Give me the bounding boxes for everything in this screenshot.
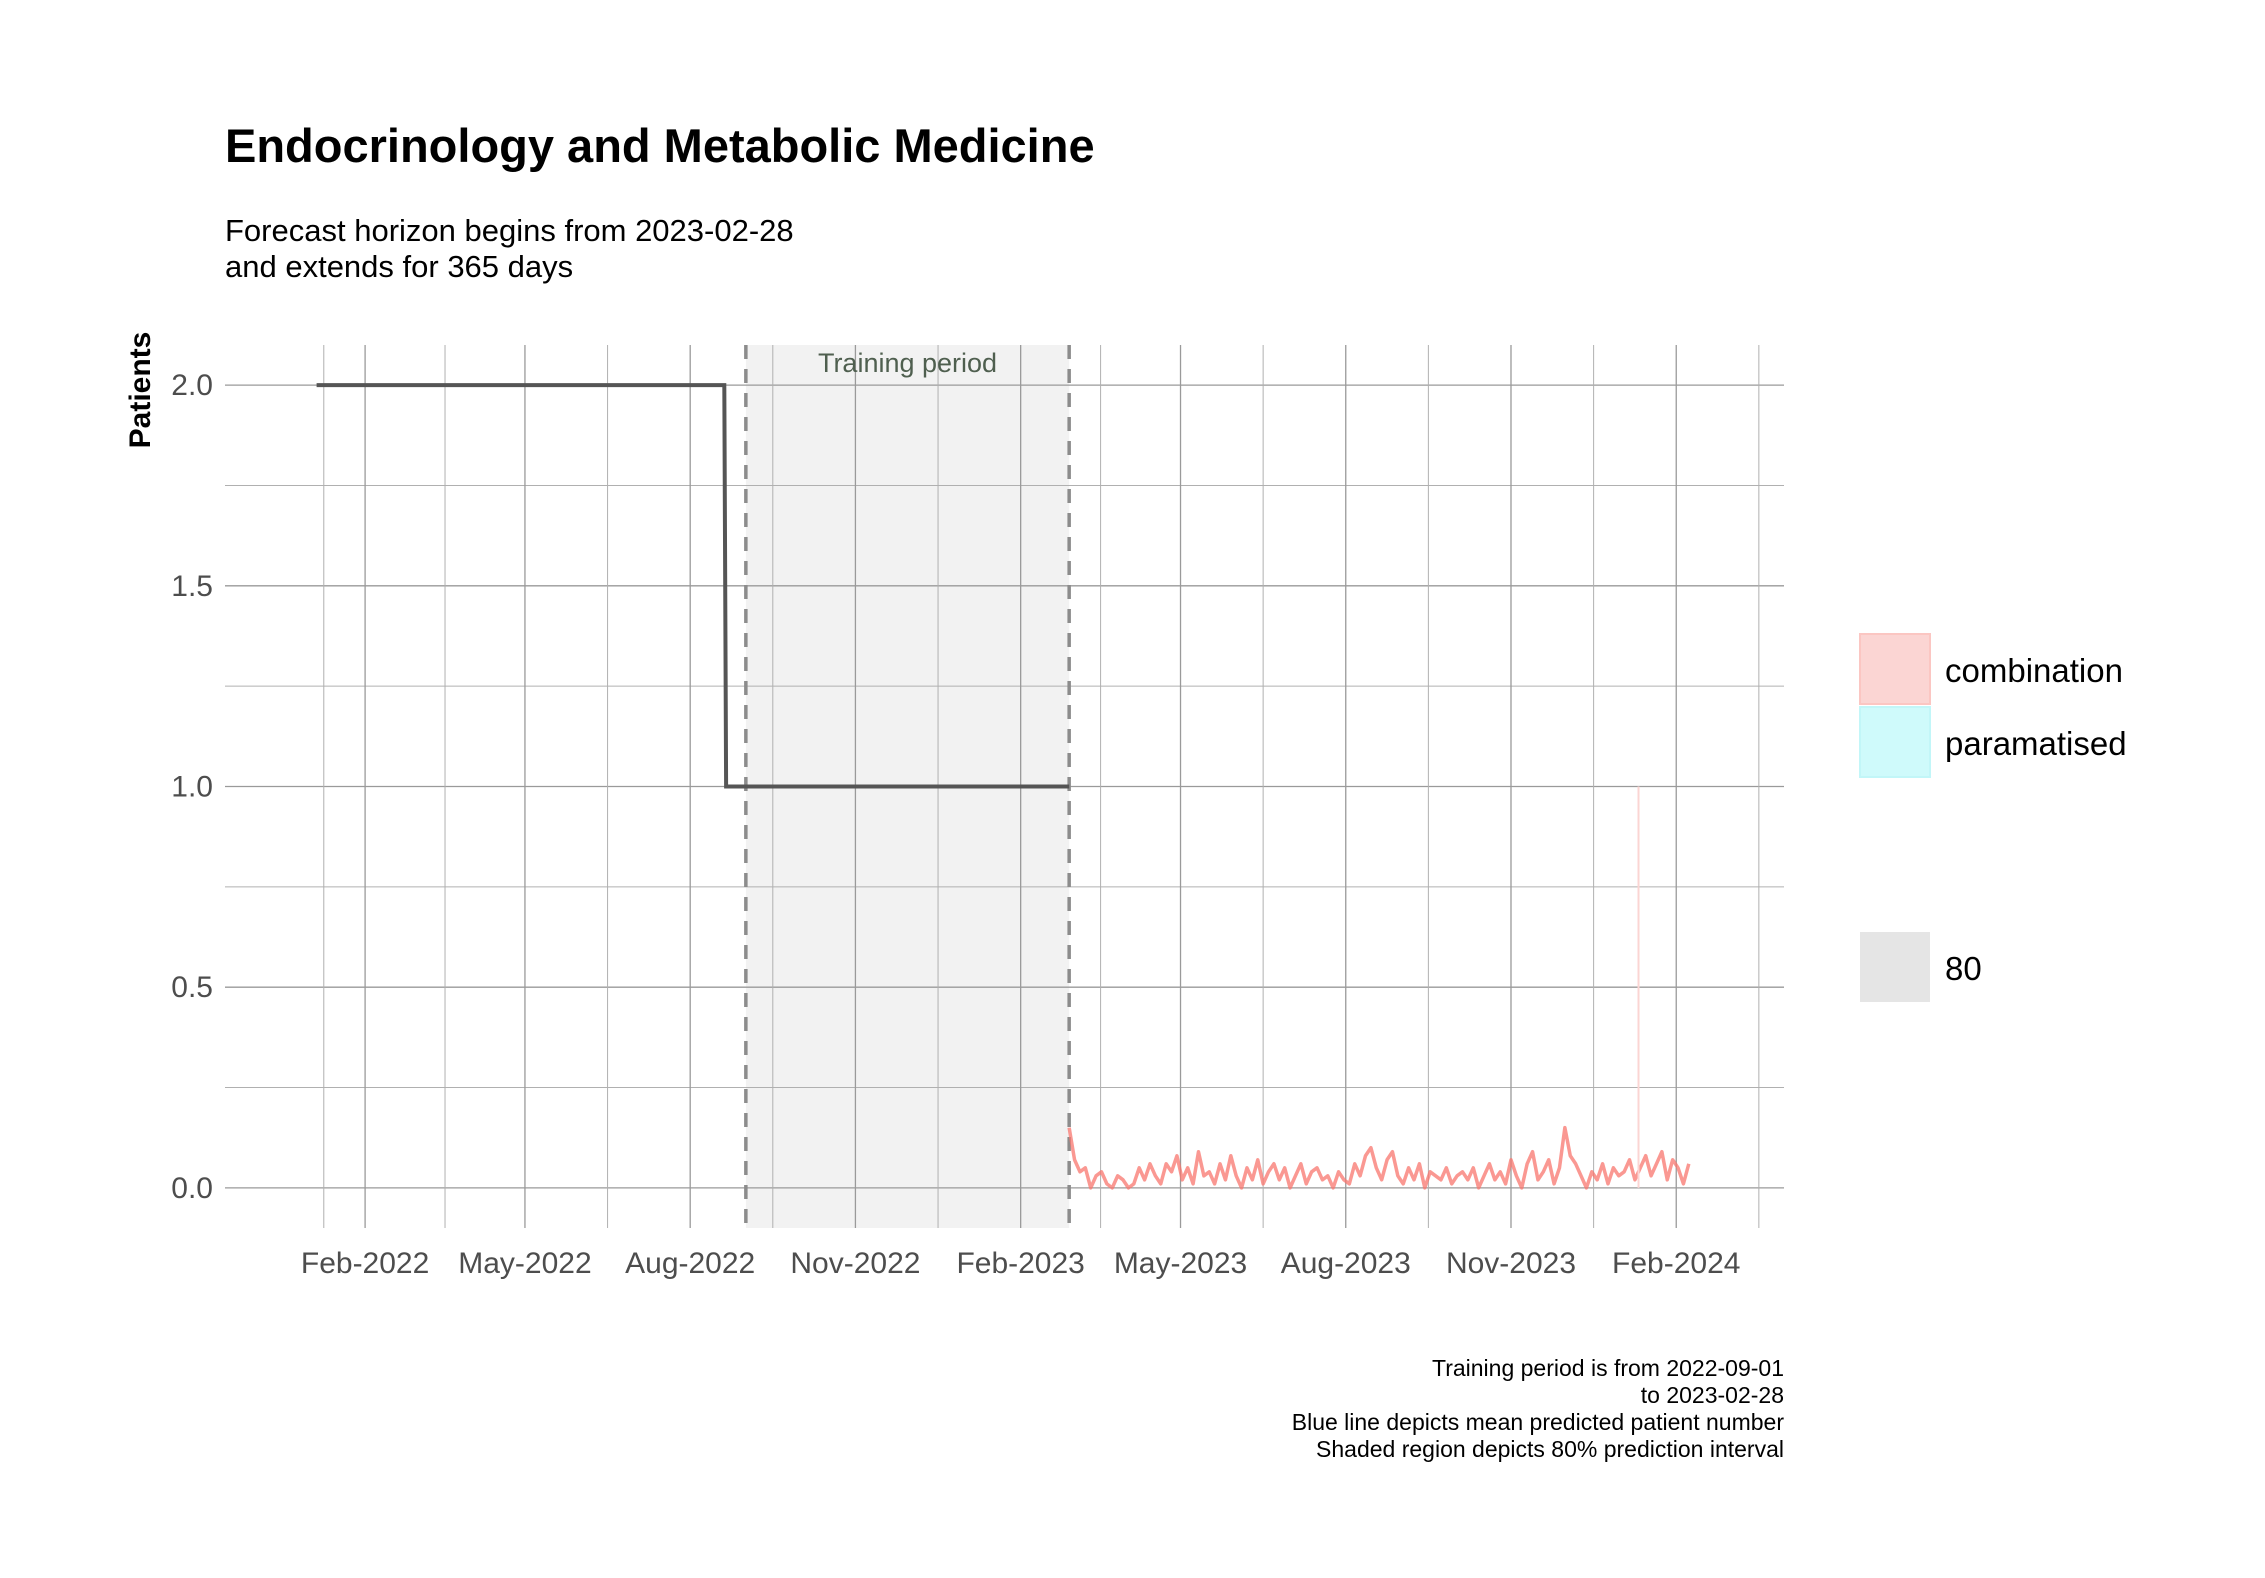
y-tick-label: 0.0 [171,1172,213,1205]
caption-line-3: Blue line depicts mean predicted patient… [1292,1409,1785,1435]
training-period-label: Training period [818,348,997,378]
y-tick-label: 1.5 [171,570,213,603]
legend-swatch-paramatised [1859,706,1931,778]
y-tick-label: 2.0 [171,369,213,402]
caption-line-4: Shaded region depicts 80% prediction int… [1316,1436,1784,1462]
caption-line-1: Training period is from 2022-09-01 [1432,1355,1784,1381]
chart-subtitle-line-2: and extends for 365 days [225,249,573,284]
chart-subtitle-line-1: Forecast horizon begins from 2023-02-28 [225,213,794,248]
y-tick-labels: 0.0 0.5 1.0 1.5 2.0 [171,369,213,1205]
x-tick-label: May-2022 [458,1247,591,1280]
x-tick-label: Feb-2022 [301,1247,429,1280]
forecast-series-combination-line [1067,1125,1691,1190]
legend: combination paramatised 80 [1859,633,2127,1002]
x-tick-labels: Feb-2022 May-2022 Aug-2022 Nov-2022 Feb-2023… [301,1247,1741,1280]
x-tick-label: Nov-2022 [790,1247,920,1280]
plot-area: Training period 0.0 0.5 1.0 1.5 2.0 Feb-2022… [171,345,1784,1280]
caption: Training period is from 2022-09-01 to 20… [1292,1355,1785,1462]
y-tick-label: 0.5 [171,971,213,1004]
legend-swatch-80 [1860,932,1930,1002]
x-tick-label: May-2023 [1114,1247,1247,1280]
y-tick-label: 1.0 [171,771,213,804]
chart-title: Endocrinology and Metabolic Medicine [225,119,1095,172]
x-tick-label: Feb-2023 [956,1247,1084,1280]
legend-label-80: 80 [1945,950,1982,987]
legend-swatch-combination [1859,633,1931,705]
x-tick-label: Aug-2023 [1281,1247,1411,1280]
x-tick-label: Aug-2022 [625,1247,755,1280]
legend-label-combination: combination [1945,652,2123,689]
caption-line-2: to 2023-02-28 [1641,1382,1784,1408]
legend-label-paramatised: paramatised [1945,725,2127,762]
x-tick-label: Feb-2024 [1612,1247,1740,1280]
observed-series-line [316,383,1070,789]
series-marks [316,383,1691,1190]
x-tick-label: Nov-2023 [1446,1247,1576,1280]
y-axis-label: Patients [124,332,157,449]
